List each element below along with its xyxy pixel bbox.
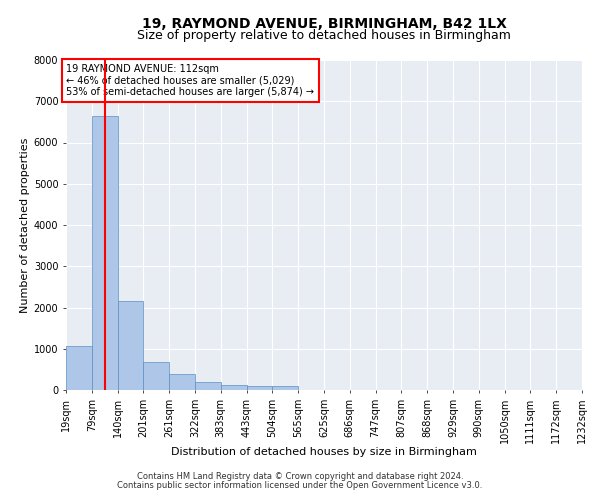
Bar	[272, 386, 298, 390]
Bar	[169, 374, 195, 390]
Text: 19, RAYMOND AVENUE, BIRMINGHAM, B42 1LX: 19, RAYMOND AVENUE, BIRMINGHAM, B42 1LX	[142, 18, 506, 32]
Bar	[92, 116, 118, 390]
Bar	[66, 346, 92, 390]
X-axis label: Distribution of detached houses by size in Birmingham: Distribution of detached houses by size …	[171, 448, 477, 458]
Bar	[247, 386, 272, 390]
Text: Size of property relative to detached houses in Birmingham: Size of property relative to detached ho…	[137, 29, 511, 42]
Y-axis label: Number of detached properties: Number of detached properties	[20, 138, 29, 312]
Bar	[195, 382, 221, 390]
Bar	[118, 302, 143, 390]
Text: 19 RAYMOND AVENUE: 112sqm
← 46% of detached houses are smaller (5,029)
53% of se: 19 RAYMOND AVENUE: 112sqm ← 46% of detac…	[67, 64, 314, 98]
Text: Contains HM Land Registry data © Crown copyright and database right 2024.: Contains HM Land Registry data © Crown c…	[137, 472, 463, 481]
Bar	[143, 362, 169, 390]
Text: Contains public sector information licensed under the Open Government Licence v3: Contains public sector information licen…	[118, 481, 482, 490]
Bar	[221, 384, 247, 390]
